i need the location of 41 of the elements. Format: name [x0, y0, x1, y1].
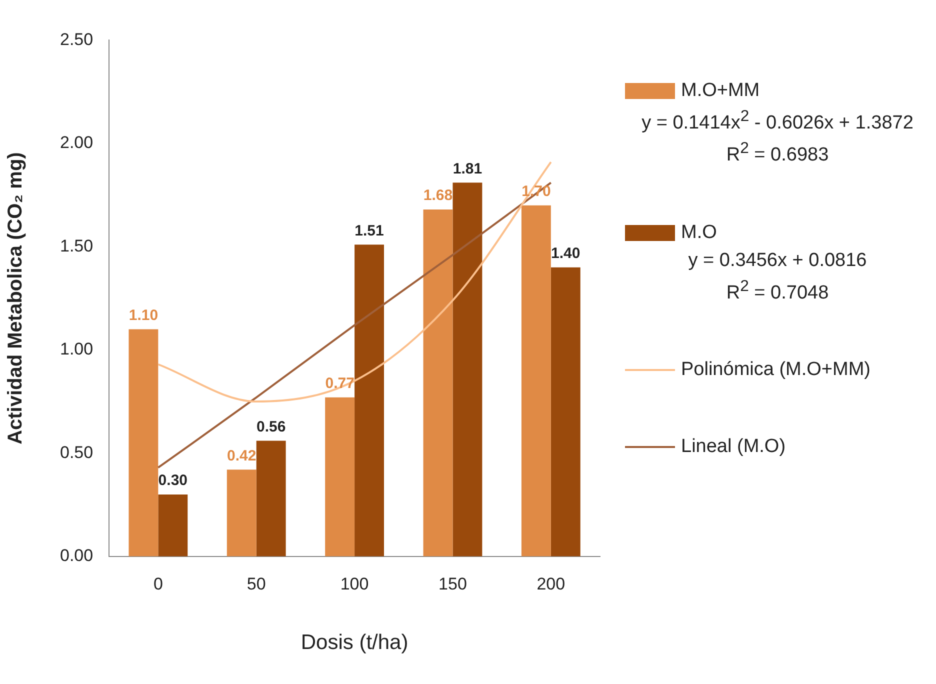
bar: [158, 494, 188, 556]
text: y = 0.3456x + 0.0816: [687, 250, 868, 272]
data-label: 1.68: [423, 187, 453, 204]
data-label: 0.42: [227, 447, 256, 464]
y-axis-title: Actividad Metabolica (CO₂ mg): [4, 152, 27, 444]
bar: [226, 470, 256, 556]
data-label: 0.56: [256, 418, 286, 436]
x-tick-label: 0: [153, 574, 163, 594]
x-tick-label: 100: [340, 574, 369, 594]
y-tick-label: 0.50: [60, 442, 94, 462]
legend-label: Lineal (M.O): [681, 436, 786, 458]
data-label: 1.10: [128, 306, 158, 324]
bar: [452, 182, 482, 556]
y-tick-label: 1.50: [60, 236, 94, 256]
y-tick-label: 0.00: [60, 546, 94, 566]
data-label: 1.40: [551, 244, 580, 262]
data-label: 1.81: [452, 160, 482, 178]
text: R$^{2}$ = 0.7048: [725, 278, 830, 304]
data-label: 0.30: [158, 472, 188, 490]
text: R$^{2}$ = 0.6983: [725, 140, 830, 167]
y-tick-label: 1.00: [60, 340, 94, 359]
legend-label: Polinómica (M.O+MM): [681, 358, 870, 381]
bar: [354, 244, 384, 556]
x-tick-label: 150: [438, 574, 467, 594]
bar: [256, 440, 286, 556]
x-axis-title: Dosis (t/ha): [300, 631, 408, 654]
bar: [423, 210, 453, 556]
legend-label: M.O: [681, 222, 717, 244]
bar: [325, 397, 355, 556]
x-tick-label: 200: [536, 574, 566, 594]
bar: [128, 329, 158, 556]
line-series: [157, 161, 552, 403]
data-label: 1.51: [354, 222, 384, 240]
y-tick-label: 2.00: [60, 133, 94, 152]
bar: [550, 267, 580, 556]
line-series: [157, 182, 552, 469]
y-tick-label: 2.50: [60, 30, 94, 49]
legend-label: M.O+MM: [681, 80, 760, 102]
bar: [521, 205, 551, 556]
x-tick-label: 50: [246, 574, 266, 594]
text: y = 0.1414x$^{2}$ - 0.6026x + 1.3872: [640, 108, 914, 134]
